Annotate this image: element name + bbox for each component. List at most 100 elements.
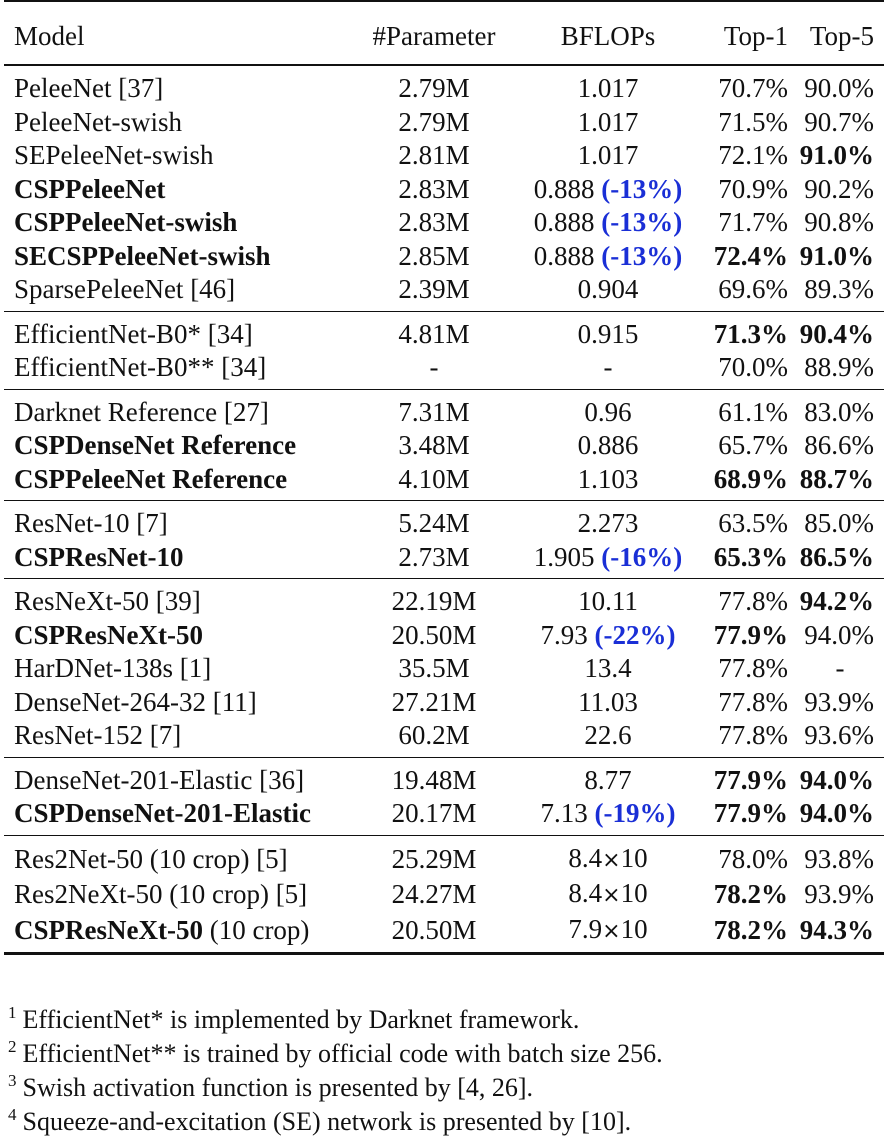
header-bflops: BFLOPs xyxy=(560,21,656,51)
top1-cell: 65.7% xyxy=(700,429,796,463)
table-group: EfficientNet-B0* [34] 4.81M 0.915 71.3% 90.4… xyxy=(4,311,884,389)
bflops-cell: 7.9×10 xyxy=(516,913,700,954)
top5-value: 86.5% xyxy=(799,541,874,572)
bflops-cell: 8.77 xyxy=(516,757,700,797)
top1-value: 77.9% xyxy=(713,619,788,650)
table-row: ResNeXt-50 [39] 22.19M 10.11 77.8% 94.2% xyxy=(4,579,884,619)
top5-value: 89.3% xyxy=(804,274,874,304)
table-header: Model #Parameter BFLOPs Top-1 Top-5 xyxy=(4,1,884,65)
header-model: Model xyxy=(14,21,85,51)
table-row: SECSPPeleeNet-swish 2.85M 0.888 (-13%) 72.4… xyxy=(4,240,884,274)
model-name: ResNet-152 xyxy=(14,720,143,750)
bflops-cell: 0.888 (-13%) xyxy=(516,206,700,240)
footnote-mark: 3 xyxy=(8,1071,17,1090)
params-cell: 20.50M xyxy=(391,619,477,650)
bflops-value: 7.9 xyxy=(568,913,603,944)
top1-cell: 68.9% xyxy=(700,463,796,501)
model-cell: CSPResNeXt-50 xyxy=(4,619,352,653)
top5-cell: 94.0% xyxy=(796,797,884,835)
model-name: EfficientNet-B0* xyxy=(14,318,201,349)
model-name: CSPResNeXt-50 xyxy=(14,914,203,945)
top5-value: 94.2% xyxy=(799,586,874,616)
bflops-cell: 2.273 xyxy=(516,501,700,541)
params-cell: 2.81M xyxy=(398,140,470,170)
params-cell: 22.19M xyxy=(391,586,477,616)
model-cell: EfficientNet-B0* [34] xyxy=(4,311,352,351)
top1-cell: 71.3% xyxy=(700,311,796,351)
bflops-value: - xyxy=(603,352,613,382)
table-row: CSPPeleeNet Reference 4.10M 1.103 68.9% 88.7… xyxy=(4,463,884,501)
top1-cell: 63.5% xyxy=(700,501,796,541)
bflops-value: 1.017 xyxy=(577,73,639,103)
params-cell: 2.79M xyxy=(398,106,470,137)
model-name: DenseNet-264-32 xyxy=(14,686,206,717)
bflops-cell: 8.4×10 xyxy=(516,835,700,877)
bflops-value: 0.904 xyxy=(577,274,639,304)
top1-value: 68.9% xyxy=(713,463,788,494)
top1-cell: 77.9% xyxy=(700,619,796,653)
params-cell: 3.48M xyxy=(398,430,470,460)
top1-value: 77.8% xyxy=(718,720,788,750)
params-cell: 20.50M xyxy=(391,914,477,945)
params-cell: 4.10M xyxy=(398,463,470,494)
model-name: Res2NeXt-50 xyxy=(14,879,163,909)
model-cell: PeleeNet [37] xyxy=(4,65,352,106)
top5-cell: 89.3% xyxy=(796,273,884,311)
table-row: DenseNet-264-32 [11] 27.21M 11.03 77.8% 93.9… xyxy=(4,686,884,720)
model-cell: SECSPPeleeNet-swish xyxy=(4,240,352,274)
footnote: 2 EfficientNet** is trained by official c… xyxy=(8,1037,884,1071)
bflops-cell: 10.11 xyxy=(516,579,700,619)
bflops-value: 13.4 xyxy=(584,653,632,683)
table-row: CSPResNeXt-50 (10 crop) 20.50M 7.9×10 78.2%… xyxy=(4,913,884,954)
top1-cell: 77.8% xyxy=(700,686,796,720)
footnote-mark: 2 xyxy=(8,1037,17,1056)
model-name: CSPPeleeNet Reference xyxy=(14,463,288,494)
top1-value: 71.7% xyxy=(718,207,788,237)
top1-cell: 77.8% xyxy=(700,579,796,619)
top1-value: 61.1% xyxy=(718,396,788,427)
bflops-value: 0.886 xyxy=(577,430,639,460)
bflops-exponent: 10 xyxy=(620,878,648,908)
model-ref: [34] xyxy=(200,318,253,349)
top1-value: 63.5% xyxy=(718,508,788,538)
top5-value: 88.7% xyxy=(799,463,874,494)
top1-cell: 65.3% xyxy=(700,541,796,579)
top5-value: - xyxy=(835,653,845,683)
model-name: SparsePeleeNet xyxy=(14,274,184,304)
top1-value: 71.3% xyxy=(713,318,788,349)
header-parameter: #Parameter xyxy=(372,21,496,51)
top5-value: 90.8% xyxy=(804,207,874,237)
params-cell: 2.83M xyxy=(398,173,470,204)
bflops-cell: 0.886 xyxy=(516,429,700,463)
params-cell: 60.2M xyxy=(398,720,470,750)
model-cell: SEPeleeNet-swish xyxy=(4,139,352,173)
bflops-delta: (-13%) xyxy=(601,173,683,204)
bflops-cell: 7.93 (-22%) xyxy=(516,619,700,653)
top5-value: 94.0% xyxy=(799,764,874,795)
top1-cell: 69.6% xyxy=(700,273,796,311)
model-cell: CSPPeleeNet-swish xyxy=(4,206,352,240)
model-ref: [39] xyxy=(148,586,201,616)
bflops-cell: 8.4×10 xyxy=(516,877,700,913)
table-row: CSPPeleeNet 2.83M 0.888 (-13%) 70.9% 90.2% xyxy=(4,173,884,207)
top5-value: 93.6% xyxy=(804,720,874,750)
model-cell: CSPPeleeNet xyxy=(4,173,352,207)
table-group: Darknet Reference [27] 7.31M 0.96 61.1% 83.0… xyxy=(4,389,884,501)
params-cell: 2.73M xyxy=(398,541,470,572)
top5-value: 88.9% xyxy=(804,352,874,382)
bflops-cell: - xyxy=(516,351,700,389)
model-name: EfficientNet-B0** xyxy=(14,352,215,382)
top1-value: 78.2% xyxy=(713,879,788,909)
footnote: 3 Swish activation function is presented … xyxy=(8,1071,884,1105)
model-name: CSPDenseNet-201-Elastic xyxy=(14,798,311,828)
model-ref: [27] xyxy=(217,396,269,427)
bflops-cell: 0.904 xyxy=(516,273,700,311)
footnote-mark: 4 xyxy=(8,1105,17,1124)
top5-cell: 91.0% xyxy=(796,240,884,274)
model-cell: SparsePeleeNet [46] xyxy=(4,273,352,311)
model-ref: [1] xyxy=(172,653,212,683)
model-ref: (10 crop) xyxy=(202,914,310,945)
model-cell: ResNet-10 [7] xyxy=(4,501,352,541)
model-name: ResNeXt-50 xyxy=(14,586,149,616)
table-row: Darknet Reference [27] 7.31M 0.96 61.1% 83.0… xyxy=(4,389,884,429)
